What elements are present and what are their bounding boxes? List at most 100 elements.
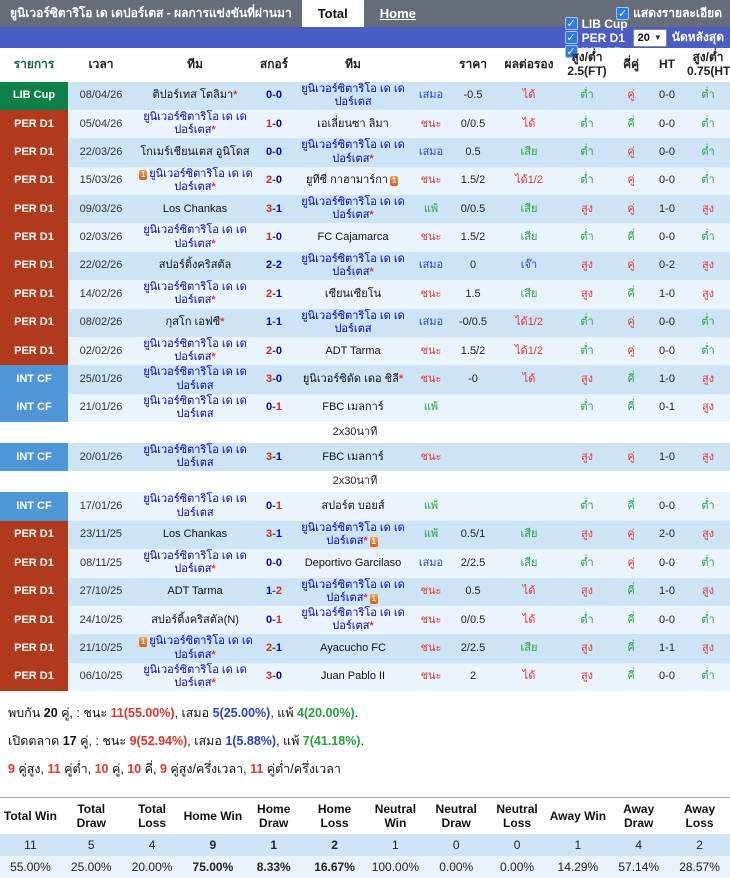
team-cell: เอเลี่ยนซา ลิมา (292, 110, 414, 138)
team-link[interactable]: ยูนิเวอร์ซิตาริโอ เด เดปอร์เตส (301, 196, 405, 222)
odd-even-label: คู่ (627, 259, 635, 272)
team-link[interactable]: ยูนิเวอร์ซิตาริโอ เด เดปอร์เตส (149, 167, 253, 193)
handicap-result-label: ได้ (522, 89, 536, 102)
match-date: 15/03/26 (79, 174, 123, 187)
competition-badge: PER D1 (0, 223, 68, 252)
filter-lib-cup[interactable]: ✓ LIB Cup (564, 17, 628, 31)
chevron-down-icon: ▼ (653, 33, 662, 42)
team-link[interactable]: ยูนิเวอร์ซิตาริโอ เด เดปอร์เตส (149, 635, 253, 661)
team-link[interactable]: ยูนิเวอร์ซิตาริโอ เด เดปอร์เตส (143, 281, 247, 307)
over-under-ft-label: ต่ำ (580, 231, 594, 244)
team-link[interactable]: ยูนิเวอร์ซิตาริโอ เด เดปอร์เตส (301, 82, 405, 108)
odd-even: คี่ (614, 110, 648, 138)
summary-segment: 11(55.00%) (110, 706, 175, 721)
tab-home[interactable]: Home (379, 6, 416, 21)
stat-value: 2 (696, 837, 703, 852)
team-name: Juan Pablo II (320, 670, 386, 683)
team-link[interactable]: ยูนิเวอร์ซิตาริโอ เด เดปอร์เตส (143, 110, 247, 137)
odd-even-label: คี่ (627, 231, 635, 244)
over-under-ft: ต่ำ (560, 309, 614, 337)
star-icon: * (211, 237, 216, 250)
score-dash: - (272, 145, 276, 158)
home-score: 2 (266, 287, 273, 300)
stat-header: Home Loss (304, 800, 365, 834)
score-dash: - (272, 450, 276, 463)
competition-badge: INT CF (0, 492, 68, 521)
show-details-checkbox[interactable]: ✓ (616, 7, 630, 20)
halftime-score: 0-1 (659, 401, 675, 414)
team-cell: ยูนิเวอร์ซิตาริโอ เด เดปอร์เตส* (292, 195, 414, 223)
team-link[interactable]: ยูนิเวอร์ซิตาริโอ เด เดปอร์เตส (143, 366, 247, 392)
checkbox-icon[interactable]: ✓ (564, 17, 578, 30)
odd-even: คู่ (614, 549, 648, 577)
over-under-ft-label: ต่ำ (580, 89, 594, 102)
handicap-result: ได้1/2 (498, 309, 560, 337)
team-cell: ยูนิเวอร์ซิตาริโอ เด เดปอร์เตส* (134, 663, 256, 691)
team-cell: 1 ยูนิเวอร์ซิตาริโอ เด เดปอร์เตส* (134, 634, 256, 662)
result-label: แพ้ (423, 401, 439, 414)
over-under-ft: สูง (560, 663, 614, 691)
handicap-result (498, 394, 560, 422)
team-name: FC Cajamarca (317, 231, 389, 244)
team-link[interactable]: ยูนิเวอร์ซิตาริโอ เด เดปอร์เตส (143, 337, 247, 364)
team-link[interactable]: ยูนิเวอร์ซิตาริโอ เด เดปอร์เตส (301, 578, 405, 604)
home-score: 0 (266, 613, 273, 626)
over-under-ht: ต่ำ (686, 337, 730, 365)
col-header-0: รายการ (0, 48, 68, 82)
team-link[interactable]: ยูนิเวอร์ซิตาริโอ เด เดปอร์เตส (301, 521, 405, 548)
summary-segment: 17 (62, 734, 77, 749)
match-row: PER D1 27/10/25 ADT Tarma 1-2 ยูนิเวอร์ซิตาร… (0, 577, 730, 606)
team-link[interactable]: ยูนิเวอร์ซิตาริโอ เด เดปอร์เตส (143, 550, 247, 576)
competition-badge: PER D1 (0, 634, 68, 663)
home-score: 3 (266, 202, 273, 215)
halftime-score: 0-0 (659, 145, 675, 158)
team-link[interactable]: ยูนิเวอร์ซิตาริโอ เด เดปอร์เตส (301, 309, 405, 335)
team-name: Los Chankas (162, 202, 228, 215)
stats-percents-row: 55.00% 25.00% 20.00% 75.00% 8.33% 16.67% 100.0… (0, 855, 730, 878)
summary-segment: , เสมอ (174, 706, 213, 721)
star-icon: * (211, 676, 216, 689)
team-link[interactable]: ยูนิเวอร์ซิตาริโอ เด เดปอร์เตส (143, 493, 247, 519)
checkbox-icon[interactable]: ✓ (564, 31, 578, 44)
team-link[interactable]: ยูนิเวอร์ซิตาริโอ เด เดปอร์เตส (143, 224, 247, 250)
result: เสมอ (414, 549, 448, 577)
team-cell: ยูนิเวอร์ซิตาริโอ เด เดปอร์เตส* (292, 252, 414, 280)
matches-count-select[interactable]: 20 ▼ (632, 28, 667, 47)
odds-cell: 0 (469, 259, 477, 272)
over-under-ht: ต่ำ (686, 663, 730, 691)
odds-cell: 0/0.5 (460, 117, 486, 130)
team-cell: ยูนิเวอร์ซิตาริโอ เด เดปอร์เตส* (292, 138, 414, 166)
tab-total[interactable]: Total (301, 0, 364, 27)
match-row: PER D1 02/02/26 ยูนิเวอร์ซิตาริโอ เด เดปอร… (0, 336, 730, 366)
handicap-result: ได้ (498, 82, 560, 110)
away-score: 1 (275, 528, 282, 541)
team-link[interactable]: ยูนิเวอร์ซิตาริโอ เด เดปอร์เตส (143, 444, 247, 470)
match-row: INT CF 20/01/26 ยูนิเวอร์ซิตาริโอ เด เดปอร… (0, 443, 730, 472)
filter-per-d1[interactable]: ✓ PER D1 (564, 31, 628, 45)
result-label: ชนะ (420, 585, 442, 598)
team-link[interactable]: ยูนิเวอร์ซิตาริโอ เด เดปอร์เตส (143, 663, 247, 689)
competition-badge: PER D1 (0, 336, 68, 366)
team-cell: ยูนิเวอร์ซิตาริโอ เด เดปอร์เตส* (134, 280, 256, 308)
odd-even: คี่ (614, 663, 648, 691)
extra-time-row: 2x30นาที (0, 471, 730, 493)
team-link[interactable]: ยูนิเวอร์ซิตาริโอ เด เดปอร์เตส (143, 394, 247, 420)
handicap-result (498, 492, 560, 520)
odd-even-label: คี่ (627, 670, 635, 683)
team-link[interactable]: ยูนิเวอร์ซิตาริโอ เด เดปอร์เตส (301, 606, 405, 633)
away-score: 0 (275, 145, 282, 158)
score-dash: - (272, 641, 276, 654)
team-link[interactable]: ยูนิเวอร์ซิตาริโอ เด เดปอร์เตส (301, 252, 405, 279)
score-cell: 2-1 (256, 280, 292, 308)
odd-even: คู่ (614, 167, 648, 195)
team-link[interactable]: ยูนิเวอร์ซิตาริโอ เด เดปอร์เตส (301, 139, 405, 165)
competition-badge: PER D1 (0, 308, 68, 337)
odds-cell: 0.5 (465, 585, 481, 598)
over-under-ht: สูง (686, 443, 730, 471)
handicap-result-label: เสีย (520, 528, 538, 541)
halftime-score: 0-0 (659, 556, 675, 569)
odd-even-label: คู่ (627, 344, 635, 357)
stat-header: Home Draw (243, 800, 305, 834)
halftime-score: 1-0 (659, 372, 675, 385)
score-dash: - (272, 89, 276, 102)
